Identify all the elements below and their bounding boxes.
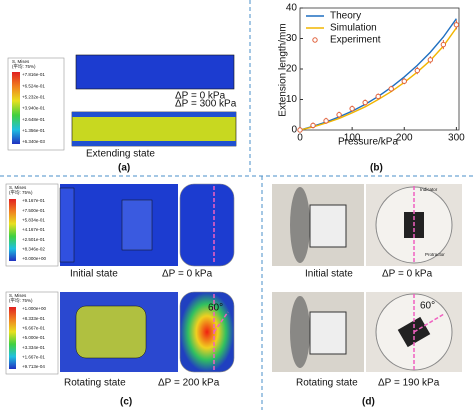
legend-title: S, Mises [9, 293, 27, 298]
legend-value: +6.667e-01 [22, 326, 45, 331]
legend-value: +1.667e-01 [22, 355, 45, 360]
protractor-label: Protractor [425, 252, 445, 257]
panel-a: S, Mises (平均: 75%) +7.816e-01 +6.524e-01 +… [7, 54, 237, 174]
legend-label: Theory [330, 11, 361, 22]
experiment-point [427, 57, 434, 63]
experiment-point [323, 118, 329, 124]
panel-d: Indicator Protractor Initial state ΔP = … [272, 184, 462, 408]
legend-value: +7.816e-01 [22, 72, 45, 77]
legend-value: +2.501e-01 [22, 237, 45, 242]
state: Extending state [86, 149, 155, 160]
x-tick-label: 300 [448, 133, 465, 144]
plot-frame [299, 7, 460, 131]
experiment-point [453, 22, 460, 28]
pressure: ΔP = 0 kPa [175, 91, 226, 102]
legend-value: +8.346e-02 [22, 247, 45, 252]
panel-label: (b) [370, 163, 383, 174]
pressure: ΔP = 300 kPa [175, 99, 237, 110]
state: Rotating state [296, 378, 358, 389]
experiment-point [310, 122, 316, 129]
legend-label: Simulation [330, 23, 377, 34]
y-tick-label: 0 [291, 125, 297, 136]
legend-subtitle: (平均: 75%) [9, 297, 33, 304]
experiment-point [336, 112, 342, 118]
state: Rotating state [64, 378, 126, 389]
experiment-point [297, 127, 303, 133]
x-tick-label: 100 [344, 133, 361, 144]
experiment-point [414, 67, 420, 74]
legend-value: +0.000e+00 [22, 256, 47, 261]
legend-value: +7.500e-01 [22, 208, 45, 213]
panel-c: S, Mises (平均: 75%) +9.167e-01 +7.500e-01 +… [5, 183, 235, 408]
angle: 60° [420, 301, 435, 312]
experiment-point [388, 86, 394, 92]
x-axis-label: Pressure/kPa [338, 137, 398, 148]
y-tick-label: 40 [286, 3, 298, 14]
angle: 60° [208, 303, 223, 314]
experiment-point [375, 93, 381, 100]
legend-value: +9.713e-04 [22, 364, 45, 369]
y-tick-label: 30 [286, 33, 298, 44]
experiment-point [362, 99, 368, 106]
legend-subtitle: (平均: 75%) [12, 63, 36, 70]
legend-value: +8.333e-01 [22, 316, 45, 321]
chart: Pressure/kPa Extension length/mm (b) 0 10… [278, 3, 466, 174]
experiment-point [349, 105, 355, 112]
x-tick-label: 0 [297, 133, 303, 144]
state: Initial state [305, 269, 353, 280]
pressure: ΔP = 0 kPa [382, 269, 433, 280]
legend-marker [312, 37, 318, 43]
state: Initial state [70, 269, 118, 280]
pressure: ΔP = 190 kPa [378, 378, 440, 389]
legend-value: +1.356e-01 [22, 128, 45, 133]
pressure: ΔP = 0 kPa [162, 269, 213, 280]
legend-value: +3.334e-01 [22, 345, 45, 350]
x-tick-label: 200 [396, 133, 413, 144]
panel-label: (a) [118, 163, 130, 174]
y-axis-label: Extension length/mm [278, 23, 289, 116]
legend-value: +9.167e-01 [22, 198, 45, 203]
legend-value: +1.000e+00 [22, 306, 47, 311]
legend-value: +6.340e-03 [22, 139, 45, 144]
y-tick-label: 20 [286, 64, 298, 75]
legend-subtitle: (平均: 75%) [9, 189, 33, 196]
y-tick-label: 10 [286, 94, 298, 105]
legend-value: +5.834e-01 [22, 218, 45, 223]
legend-value: +3.940e-01 [22, 106, 45, 111]
legend-value: +4.167e-01 [22, 227, 45, 232]
legend-title: S, Mises [9, 185, 27, 190]
panel-label: (d) [362, 397, 375, 408]
pressure: ΔP = 200 kPa [158, 378, 220, 389]
legend-value: +6.524e-01 [22, 83, 45, 88]
legend-label: Experiment [330, 35, 381, 46]
legend-title: S, Mises [12, 59, 30, 64]
panel-label: (c) [120, 397, 132, 408]
legend-value: +2.648e-01 [22, 117, 45, 122]
experiment-point [401, 78, 407, 84]
legend-value: +5.232e-01 [22, 95, 45, 100]
legend-value: +5.000e-01 [22, 335, 45, 340]
experiment-point [440, 41, 447, 48]
indicator-label: Indicator [420, 187, 438, 192]
